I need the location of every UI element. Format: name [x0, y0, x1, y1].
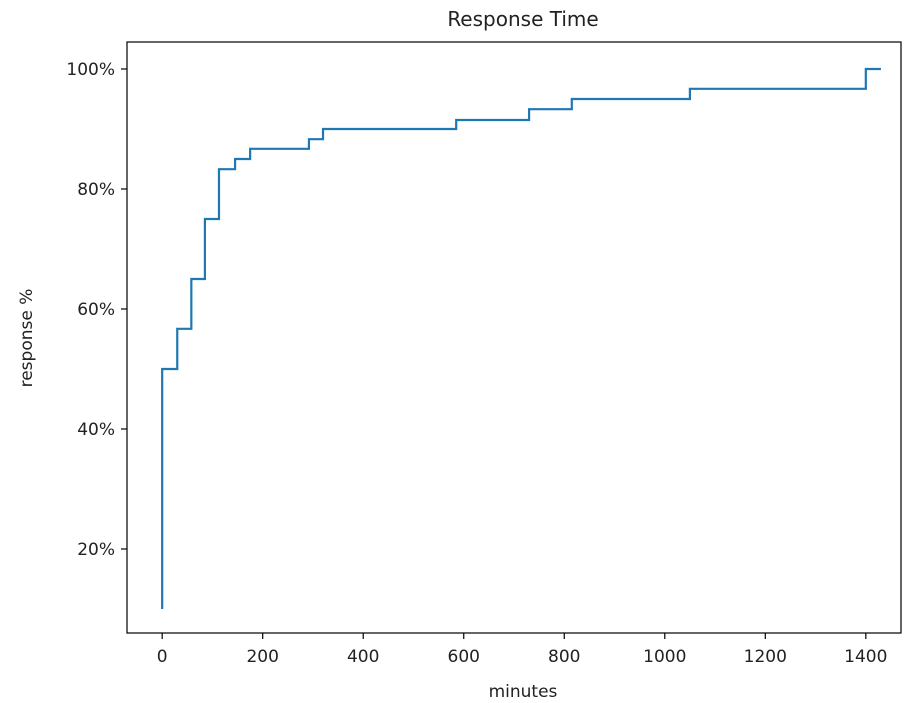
chart-title: Response Time [447, 7, 598, 31]
x-axis: 0 200 400 600 800 1000 1200 1400 [157, 633, 887, 667]
x-axis-label: minutes [489, 682, 558, 702]
x-tick-label: 600 [448, 647, 480, 667]
y-tick-label: 100% [66, 60, 115, 80]
x-tick-label: 1400 [844, 647, 887, 667]
x-tick-label: 1000 [643, 647, 686, 667]
x-tick-label: 0 [157, 647, 168, 667]
x-tick-label: 800 [548, 647, 580, 667]
y-tick-label: 20% [77, 540, 115, 560]
x-tick-label: 400 [347, 647, 379, 667]
y-tick-label: 80% [77, 180, 115, 200]
x-tick-label: 200 [246, 647, 278, 667]
series-line [161, 67, 881, 609]
plot-area-frame [126, 41, 902, 634]
y-axis-label: response % [17, 289, 37, 388]
y-tick-label: 60% [77, 300, 115, 320]
y-tick-label: 40% [77, 420, 115, 440]
y-axis: 20% 40% 60% 80% 100% [66, 60, 127, 560]
x-tick-label: 1200 [744, 647, 787, 667]
